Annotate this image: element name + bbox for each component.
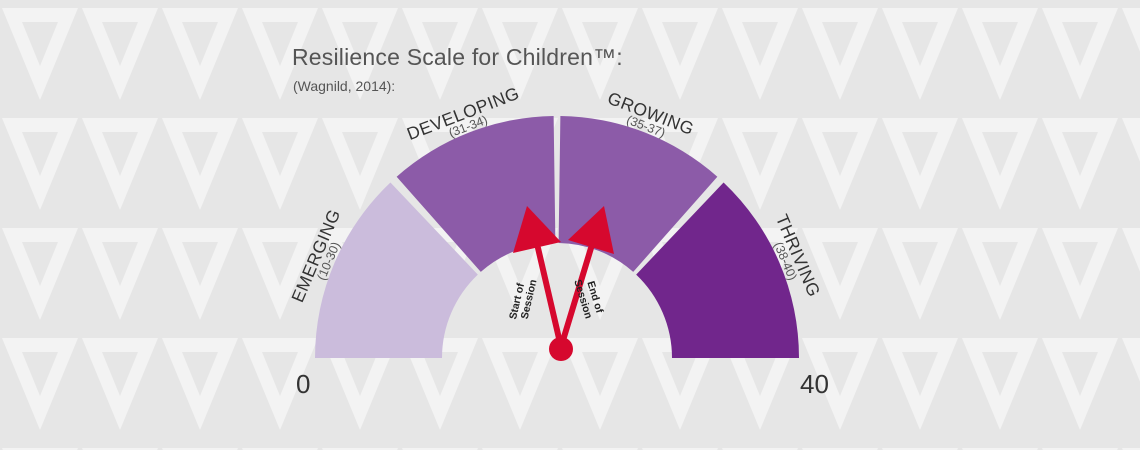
segment-emerging <box>315 182 478 358</box>
scale-min-label: 0 <box>296 369 310 399</box>
chart-title: Resilience Scale for Children™: <box>292 44 623 70</box>
segment-thriving <box>636 182 799 358</box>
scale-max-label: 40 <box>800 369 829 399</box>
chart-subtitle: (Wagnild, 2014): <box>293 78 396 94</box>
segment-developing <box>396 116 556 272</box>
end-of-session-arrow <box>558 206 614 350</box>
start-of-session-arrow <box>513 206 564 350</box>
needle-pivot <box>549 337 573 361</box>
